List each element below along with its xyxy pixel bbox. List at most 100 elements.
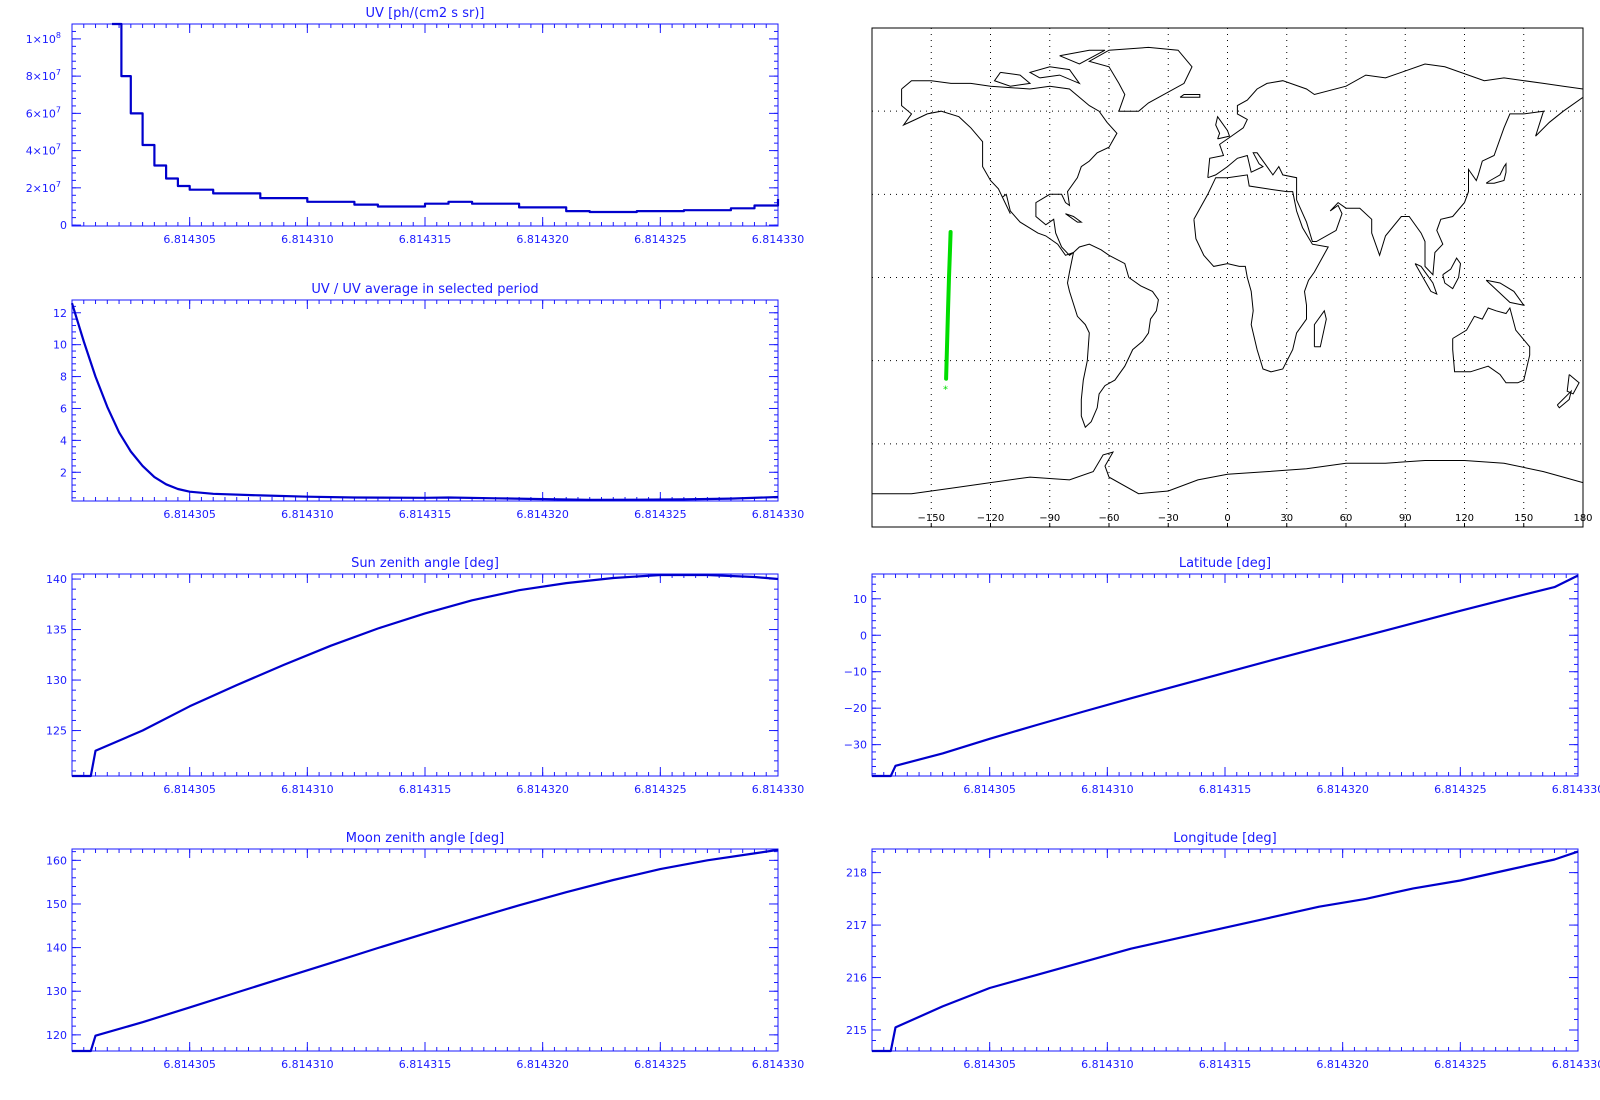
x-tick-label: 6.814325 <box>634 1058 687 1071</box>
coastline <box>1414 263 1438 296</box>
map-x-tick-label: −60 <box>1098 513 1119 524</box>
y-tick-label: 216 <box>846 972 867 985</box>
x-tick-label: 6.814315 <box>399 1058 452 1071</box>
y-tick-label: −30 <box>844 739 867 752</box>
coastline <box>1059 49 1106 65</box>
y-tick-label: 215 <box>846 1024 867 1037</box>
x-tick-label: 6.814315 <box>399 233 452 246</box>
x-tick-label: 6.814325 <box>1434 783 1487 796</box>
x-tick-label: 6.814330 <box>752 783 805 796</box>
y-tick-label: 2×107 <box>26 180 61 195</box>
x-tick-label: 6.814330 <box>752 233 805 246</box>
x-tick-label: 6.814310 <box>281 233 334 246</box>
x-tick-label: 6.814310 <box>1081 783 1134 796</box>
chart-uv: UV [ph/(cm2 s sr)] 6.814305 6.814310 6.8143… <box>26 6 805 246</box>
y-tick-label: 130 <box>46 985 67 998</box>
plot-frame <box>871 848 1579 1052</box>
x-tick-label: 6.814325 <box>634 783 687 796</box>
y-tick-label: 12 <box>53 307 67 320</box>
x-tick-label: 6.814325 <box>1434 1058 1487 1071</box>
series-line <box>72 573 779 778</box>
x-tick-label: 6.814330 <box>1552 783 1600 796</box>
map-x-tick-label: −120 <box>977 513 1004 524</box>
series-line <box>70 302 779 501</box>
map-frame <box>871 27 1584 528</box>
y-tick-label: 125 <box>46 725 67 738</box>
coastline <box>1088 46 1193 112</box>
chart-moon-zenith: Moon zenith angle [deg] 6.814305 6.814310 6… <box>46 831 804 1071</box>
chart-latitude: Latitude [deg] 6.814305 6.814310 6.814315 6.… <box>844 556 1600 796</box>
chart-title: Latitude [deg] <box>1179 556 1271 571</box>
y-tick-label: 8×107 <box>26 68 61 83</box>
y-tick-label: 140 <box>46 942 67 955</box>
plot-frame <box>71 848 779 1052</box>
coastline <box>872 451 1583 495</box>
map-x-tick-label: 90 <box>1399 513 1412 524</box>
chart-uv-ratio: UV / UV average in selected period 6.8143… <box>53 282 804 521</box>
x-tick-label: 6.814305 <box>963 783 1016 796</box>
map-x-tick-label: 0 <box>1224 513 1230 524</box>
x-tick-label: 6.814325 <box>634 233 687 246</box>
x-tick-label: 6.814310 <box>281 783 334 796</box>
chart-title: UV [ph/(cm2 s sr)] <box>366 6 485 21</box>
coastline <box>1215 115 1231 140</box>
coastline <box>1556 389 1573 409</box>
x-tick-label: 6.814305 <box>963 1058 1016 1071</box>
y-tick-label: −20 <box>844 702 867 715</box>
x-tick-label: 6.814320 <box>1316 783 1369 796</box>
chart-title: UV / UV average in selected period <box>311 282 538 297</box>
x-tick-label: 6.814310 <box>281 1058 334 1071</box>
chart-title: Moon zenith angle [deg] <box>346 831 504 846</box>
x-tick-label: 6.814330 <box>752 508 805 521</box>
map-x-tick-label: 60 <box>1340 513 1353 524</box>
x-tick-label: 6.814320 <box>516 508 569 521</box>
x-tick-label: 6.814310 <box>1081 1058 1134 1071</box>
y-tick-label: 140 <box>46 573 67 586</box>
y-tick-label: 2 <box>60 466 67 479</box>
coastline <box>901 80 1118 256</box>
x-tick-label: 6.814305 <box>163 508 216 521</box>
map-x-tick-label: 150 <box>1514 513 1533 524</box>
plot-frame <box>871 573 1579 777</box>
x-tick-label: 6.814315 <box>399 508 452 521</box>
chart-title: Longitude [deg] <box>1173 831 1276 846</box>
x-tick-label: 6.814325 <box>634 508 687 521</box>
chart-sun-zenith: Sun zenith angle [deg] 6.814305 6.814310 6.… <box>46 556 804 796</box>
coastline <box>1485 162 1507 184</box>
x-tick-label: 6.814315 <box>1199 783 1252 796</box>
x-tick-label: 6.814330 <box>752 1058 805 1071</box>
coastline <box>1028 66 1081 85</box>
chart-title: Sun zenith angle [deg] <box>351 556 499 571</box>
y-tick-label: 8 <box>60 371 67 384</box>
track-start-marker: * <box>943 384 948 395</box>
map-x-tick-label: −30 <box>1158 513 1179 524</box>
coastline <box>1065 213 1083 223</box>
coastline <box>1179 94 1201 98</box>
coastline <box>1066 243 1159 429</box>
x-tick-label: 6.814305 <box>163 1058 216 1071</box>
y-tick-label: 4×107 <box>26 143 61 158</box>
y-tick-label: 130 <box>46 674 67 687</box>
world-map: * −150 −120 −90 −60 −30 0 30 60 90 120 150 180 <box>871 27 1593 528</box>
series-line <box>872 574 1579 778</box>
coastline <box>1193 174 1329 373</box>
orbit-track <box>944 230 953 381</box>
y-tick-label: 217 <box>846 919 867 932</box>
x-tick-label: 6.814315 <box>1199 1058 1252 1071</box>
x-tick-label: 6.814305 <box>163 233 216 246</box>
y-tick-label: 218 <box>846 867 867 880</box>
y-tick-label: 160 <box>46 854 67 867</box>
coastline <box>1485 279 1525 306</box>
plot-frame <box>71 299 779 502</box>
y-tick-label: 0 <box>60 219 67 232</box>
map-x-tick-label: 30 <box>1280 513 1293 524</box>
map-x-tick-label: −150 <box>918 513 945 524</box>
map-x-tick-label: 180 <box>1573 513 1592 524</box>
coastline <box>1442 257 1462 290</box>
x-tick-label: 6.814320 <box>1316 1058 1369 1071</box>
map-x-tick-label: 120 <box>1455 513 1474 524</box>
y-tick-label: 135 <box>46 624 67 637</box>
coastline <box>1207 63 1583 276</box>
coastline <box>1313 309 1327 348</box>
